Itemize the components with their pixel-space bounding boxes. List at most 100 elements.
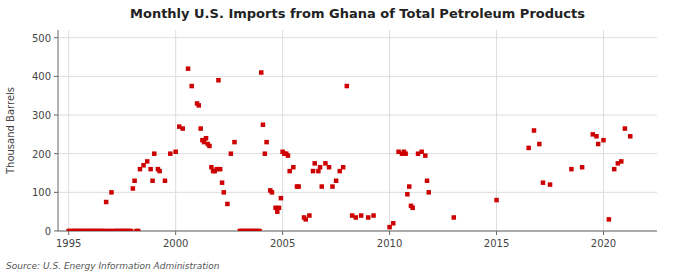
- point: [259, 70, 264, 75]
- x-tick-label: 2005: [270, 238, 295, 249]
- y-grid-line: [58, 231, 657, 232]
- point: [387, 225, 392, 230]
- y-grid-line: [58, 115, 657, 116]
- point: [311, 169, 316, 174]
- y-tick-label: 400: [32, 71, 51, 82]
- x-tick: [389, 231, 390, 235]
- point: [104, 200, 109, 205]
- point: [216, 78, 221, 83]
- point: [204, 136, 209, 141]
- point: [452, 215, 457, 220]
- y-grid-line: [58, 153, 657, 154]
- y-tick-label: 100: [32, 187, 51, 198]
- point: [264, 140, 269, 145]
- y-tick-label: 500: [32, 33, 51, 44]
- point: [129, 229, 134, 231]
- point: [207, 144, 212, 149]
- x-tick-label: 2010: [377, 238, 402, 249]
- point: [403, 151, 408, 156]
- point: [323, 161, 328, 166]
- point: [148, 167, 153, 172]
- point: [261, 122, 266, 127]
- y-tick: [54, 76, 58, 77]
- grid: [58, 30, 657, 231]
- point: [197, 103, 202, 108]
- point: [594, 134, 599, 139]
- point: [407, 184, 412, 189]
- x-tick-label: 2020: [591, 238, 616, 249]
- point: [494, 198, 499, 203]
- point: [623, 126, 628, 131]
- point: [334, 179, 339, 184]
- point: [186, 66, 191, 71]
- point: [628, 134, 633, 139]
- x-grid-line: [603, 30, 604, 231]
- x-tick-label: 1995: [56, 238, 81, 249]
- point: [163, 179, 168, 184]
- point: [426, 190, 431, 195]
- point: [391, 221, 396, 226]
- x-tick-label: 2000: [163, 238, 188, 249]
- point: [532, 128, 537, 133]
- point: [132, 179, 137, 184]
- point: [150, 179, 155, 184]
- point: [330, 184, 335, 189]
- point: [541, 180, 546, 185]
- point: [145, 159, 150, 164]
- point: [275, 209, 280, 214]
- point: [141, 163, 146, 168]
- point: [277, 206, 282, 211]
- point: [152, 151, 157, 156]
- point: [526, 146, 531, 151]
- y-tick: [54, 37, 58, 38]
- y-tick-label: 0: [45, 226, 51, 237]
- x-grid-line: [282, 30, 283, 231]
- point: [229, 151, 234, 156]
- point: [425, 179, 430, 184]
- point: [537, 142, 542, 147]
- point: [232, 140, 237, 145]
- annotation: Source: U.S. Energy Information Administ…: [6, 261, 220, 271]
- point: [607, 217, 612, 222]
- point: [138, 167, 143, 172]
- point: [359, 213, 364, 218]
- point: [222, 190, 227, 195]
- point: [410, 206, 415, 211]
- x-grid-line: [389, 30, 390, 231]
- x-tick: [175, 231, 176, 235]
- point: [548, 182, 553, 187]
- point: [371, 213, 376, 218]
- point: [136, 229, 141, 231]
- point: [366, 215, 371, 220]
- chart: Monthly U.S. Imports from Ghana of Total…: [0, 0, 675, 275]
- point: [580, 165, 585, 170]
- y-grid-line: [58, 37, 657, 38]
- point: [569, 167, 574, 172]
- point: [109, 190, 114, 195]
- point: [327, 165, 332, 170]
- y-grid-line: [58, 192, 657, 193]
- point: [220, 180, 225, 185]
- point: [287, 169, 292, 174]
- point: [354, 215, 359, 220]
- point: [209, 165, 214, 170]
- y-tick: [54, 115, 58, 116]
- point: [157, 169, 162, 174]
- point: [341, 165, 346, 170]
- point: [225, 202, 230, 207]
- x-grid-line: [175, 30, 176, 231]
- point: [270, 190, 275, 195]
- point: [218, 167, 223, 172]
- x-tick: [282, 231, 283, 235]
- y-grid-line: [58, 76, 657, 77]
- y-tick: [54, 192, 58, 193]
- point: [419, 150, 424, 155]
- y-tick: [54, 153, 58, 154]
- point: [263, 151, 268, 156]
- point: [405, 192, 410, 197]
- point: [131, 186, 136, 191]
- point: [180, 126, 185, 131]
- point: [612, 167, 617, 172]
- point: [596, 142, 601, 147]
- title: Monthly U.S. Imports from Ghana of Total…: [130, 6, 585, 21]
